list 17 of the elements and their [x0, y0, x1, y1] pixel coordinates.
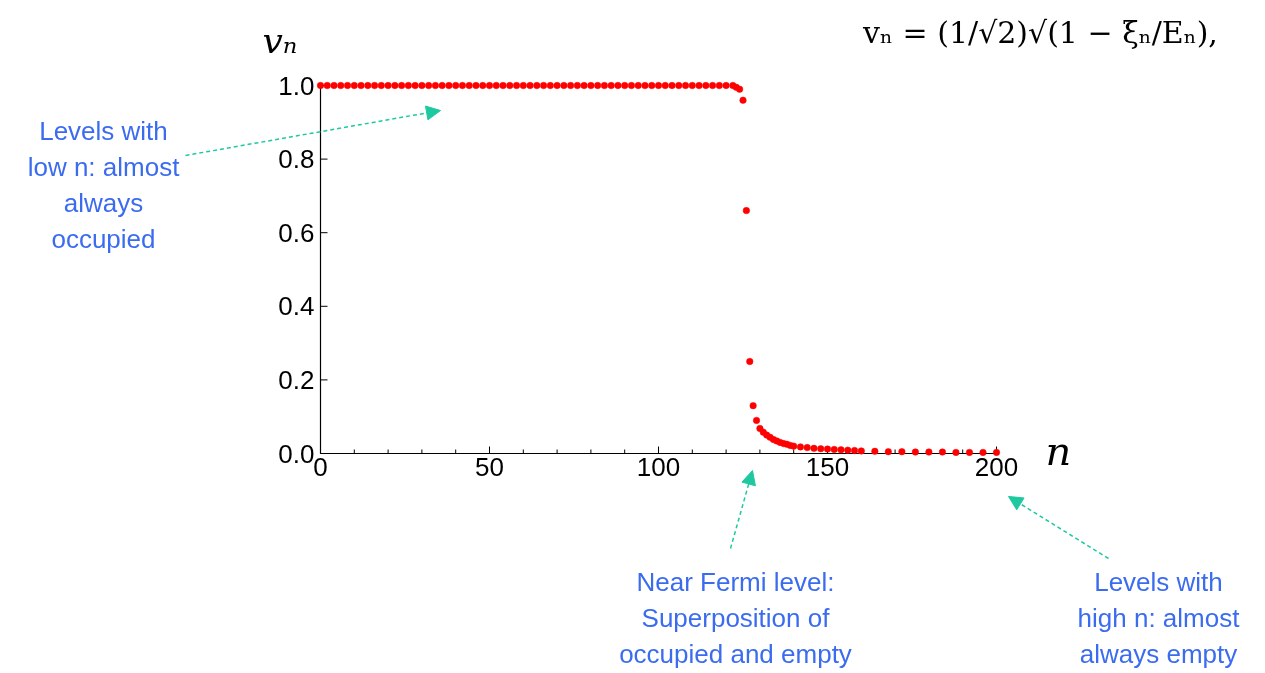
x-tick-label: 100 — [636, 451, 681, 482]
text: vₙ = (1/√2)√(1 − ξₙ/Eₙ), — [862, 15, 1218, 50]
x-tick-label: 150 — [805, 451, 850, 482]
text: Levels with low n: almost always occupied — [27, 115, 181, 254]
y-tick-label: 0.8 — [278, 144, 315, 175]
text: Near Fermi level: Superposition of occupied and empty — [619, 566, 852, 669]
y-tick-label: 0.2 — [278, 364, 315, 395]
y-tick-label: 0.6 — [278, 217, 315, 248]
y-tick-label: 1.0 — [278, 70, 315, 101]
y-axis-title: vₙ — [262, 20, 298, 61]
x-tick-label: 200 — [974, 451, 1019, 482]
text: Levels with high n: almost always empty — [1077, 566, 1241, 669]
y-tick-label: 0.4 — [278, 291, 315, 322]
x-tick-label: 50 — [475, 451, 504, 482]
x-axis-title: n — [1045, 427, 1072, 474]
y-tick-label: 0.0 — [278, 438, 315, 469]
x-tick-label: 0 — [313, 451, 328, 482]
